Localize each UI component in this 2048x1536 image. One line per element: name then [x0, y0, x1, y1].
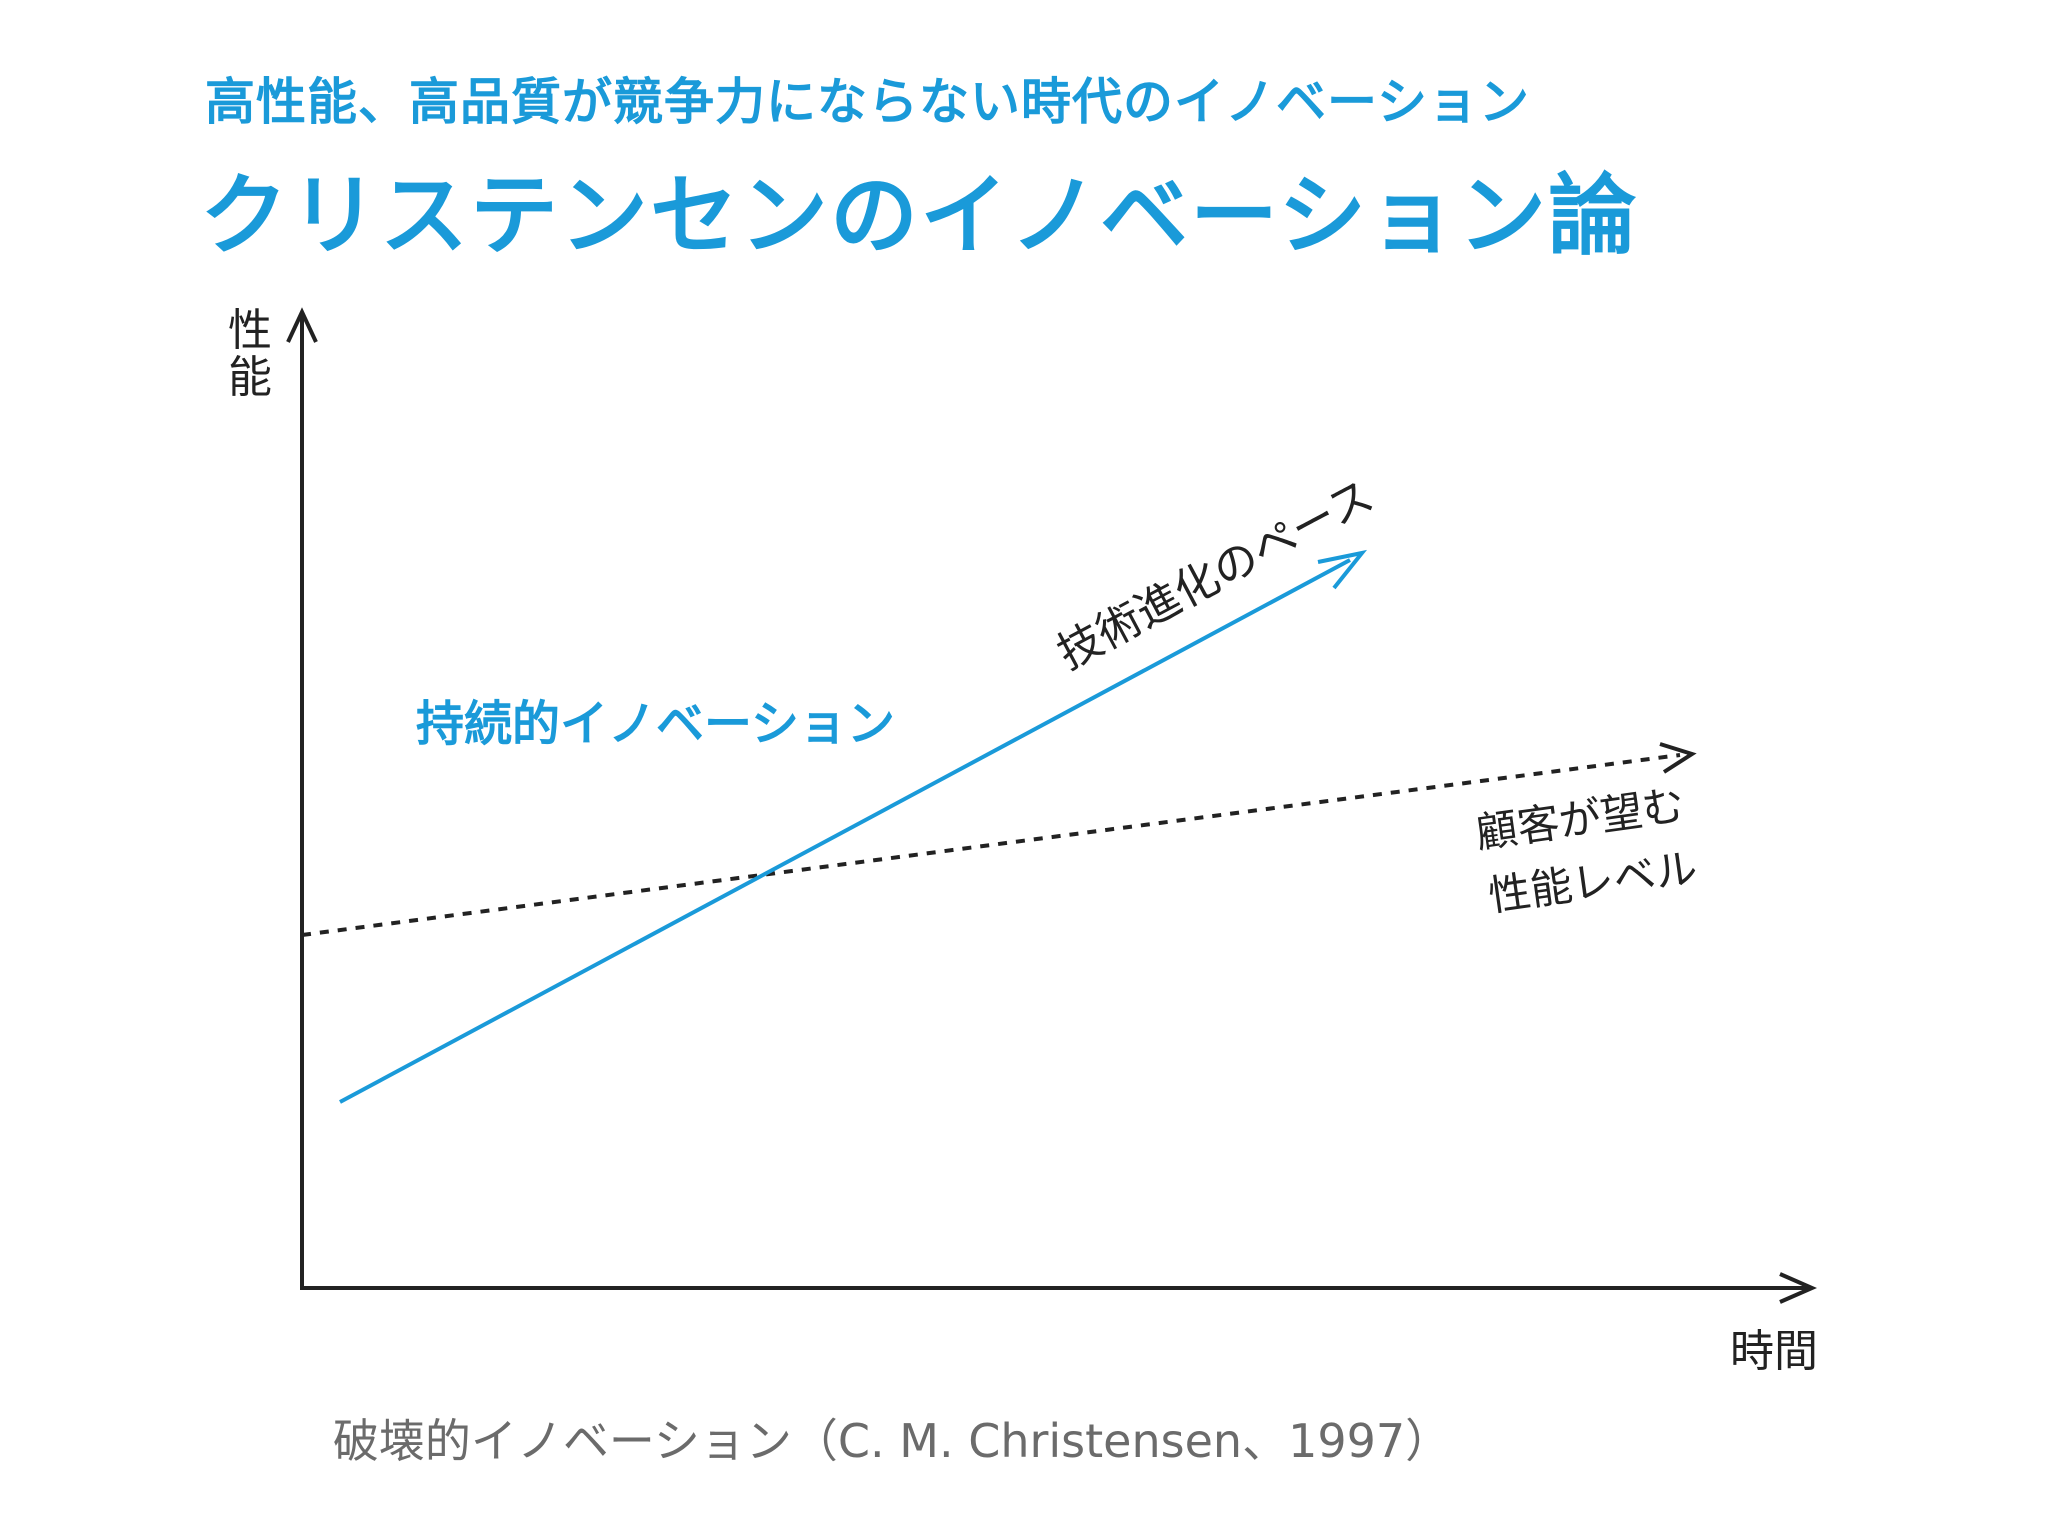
- y-axis-label-2: 能: [228, 352, 272, 403]
- y-axis-label-1: 性: [228, 305, 272, 356]
- customer-demand-arrowhead: [1659, 742, 1697, 774]
- y-axis-arrowhead: [286, 307, 318, 343]
- x-axis-arrowhead: [1779, 1272, 1817, 1304]
- customer-demand-label-1: 顧客が望む: [1473, 780, 1688, 858]
- technology-pace-label: 技術進化のペース: [1049, 470, 1382, 679]
- source-caption: 破壊的イノベーション（C. M. Christensen、1997）: [332, 1414, 1452, 1468]
- technology-progress-arrowhead: [1317, 549, 1368, 590]
- page-title: クリステンセンのイノベーション論: [200, 164, 1639, 267]
- sustaining-innovation-label: 持続的イノベーション: [416, 696, 895, 752]
- customer-demand-label-2: 性能レベル: [1485, 843, 1700, 921]
- x-axis-label: 時間: [1730, 1326, 1818, 1377]
- technology-progress-line: [339, 558, 1351, 1104]
- page-subtitle: 高性能、高品質が競争力にならない時代のイノベーション: [205, 73, 1530, 131]
- customer-demand-line: [301, 753, 1681, 937]
